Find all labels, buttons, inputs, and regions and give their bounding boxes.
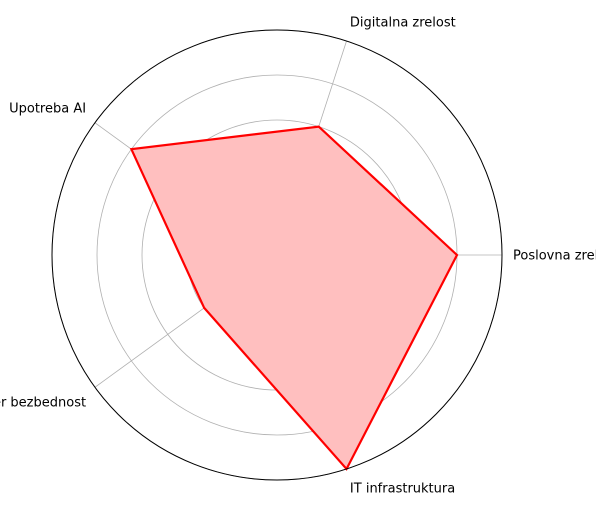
series-area <box>131 126 457 469</box>
category-label: Sajber bezbednost <box>0 396 86 411</box>
polar-outline <box>51 29 503 481</box>
series-line <box>129 125 459 471</box>
category-label: Poslovna zrelostt <box>513 249 596 264</box>
polar-frame <box>51 29 503 481</box>
series-group <box>129 125 459 471</box>
category-label: Upotreba AI <box>9 101 86 116</box>
category-label: IT infrastruktura <box>350 481 455 496</box>
category-label: Digitalna zrelost <box>350 16 456 31</box>
category-labels: Poslovna zrelostt Digitalna zrelost Upotre… <box>0 16 596 497</box>
